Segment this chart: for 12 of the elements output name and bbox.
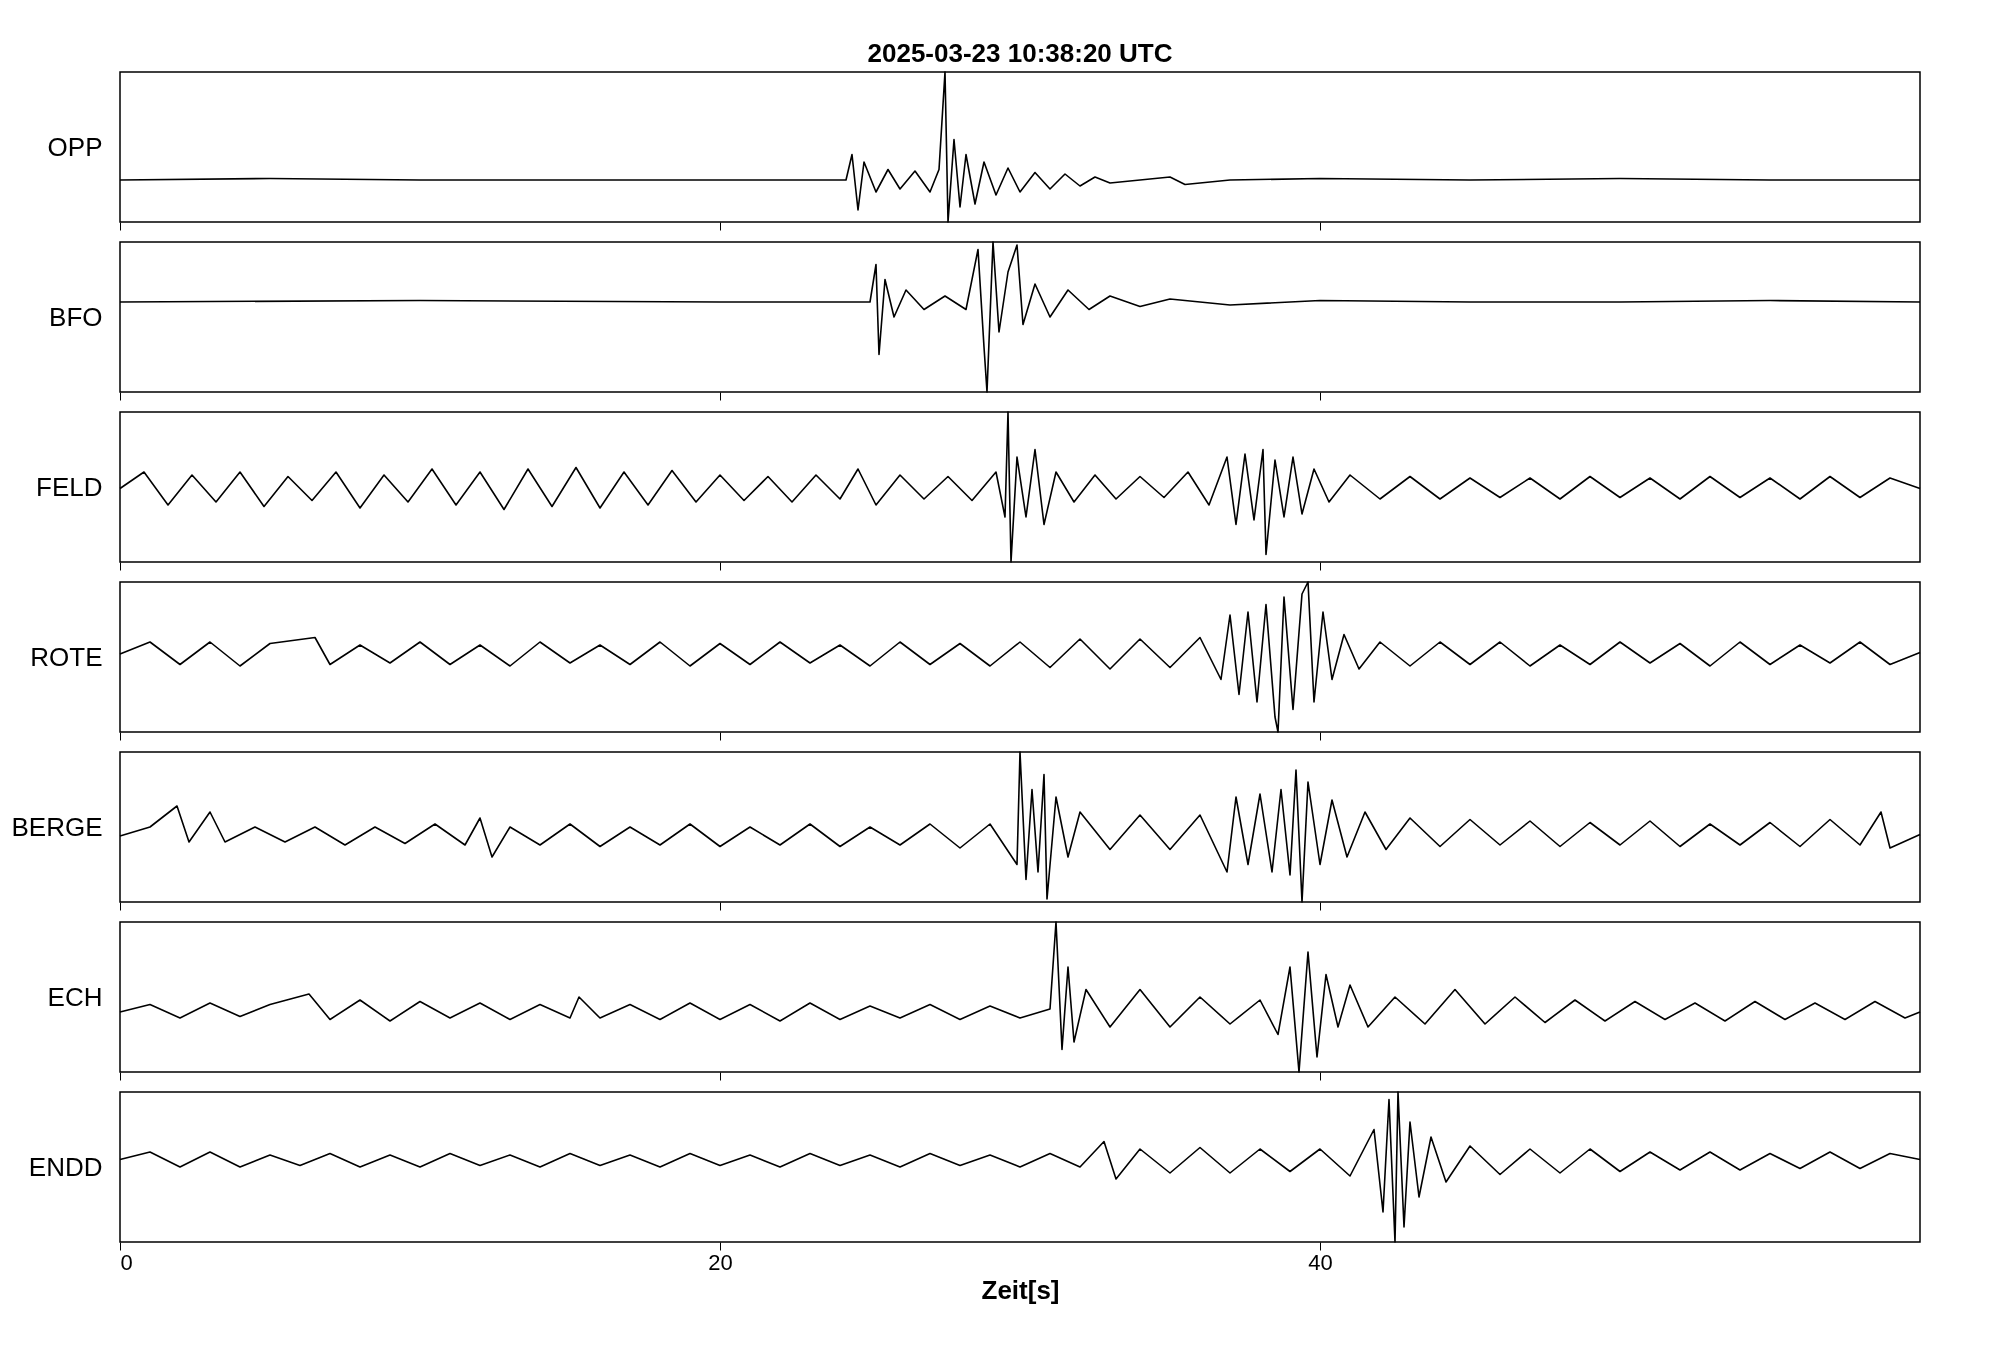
x-tick-label: 0 xyxy=(120,1249,133,1275)
chart-title: 2025-03-23 10:38:20 UTC xyxy=(867,38,1173,69)
y-axis-title: ECH xyxy=(47,981,103,1012)
y-axis-title: ROTE xyxy=(30,641,103,672)
y-axis-title: OPP xyxy=(47,131,103,162)
y-axis-title: ENDD xyxy=(28,1151,103,1182)
x-tick-label: 20 xyxy=(708,1249,733,1275)
x-axis-title: Zeit[s] xyxy=(981,1274,1060,1305)
y-axis-title: BERGE xyxy=(11,811,103,842)
y-axis-title: BFO xyxy=(49,301,103,332)
y-axis-title: FELD xyxy=(36,471,103,502)
x-tick-label: 40 xyxy=(1308,1249,1333,1275)
